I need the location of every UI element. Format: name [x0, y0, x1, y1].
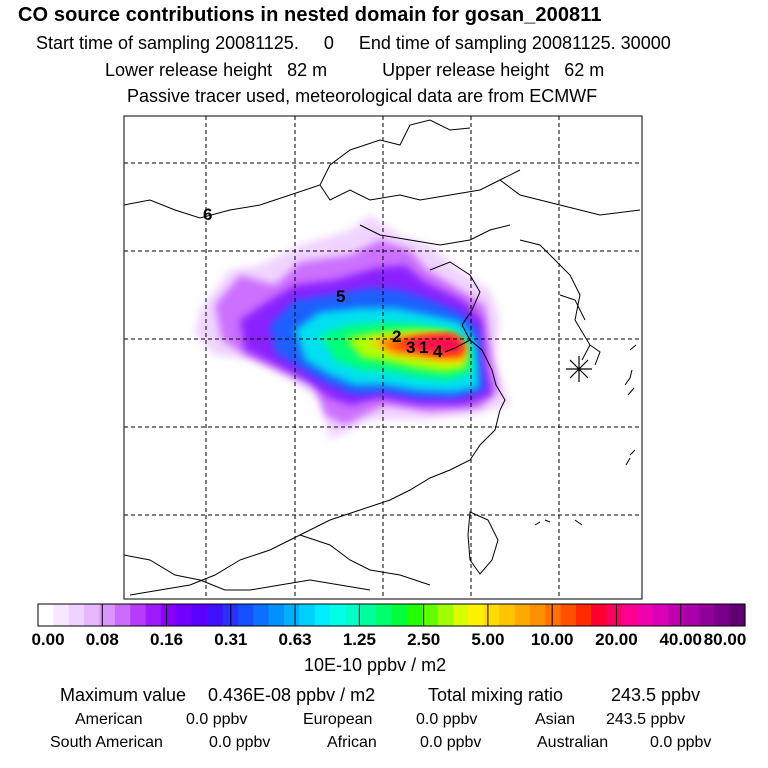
colorbar-swatch: [652, 604, 669, 626]
colorbar-label: 0.00: [31, 630, 65, 649]
colorbar-swatch: [160, 604, 177, 626]
sampling-time-line: Start time of sampling 20081125. 0 End t…: [36, 33, 671, 53]
colorbar-swatch: [514, 604, 531, 626]
colorbar-swatch: [437, 604, 454, 626]
colorbar-label: 5.00: [471, 630, 505, 649]
colorbar-swatch: [84, 604, 101, 626]
colorbar-swatch: [268, 604, 285, 626]
colorbar-swatch: [130, 604, 147, 626]
colorbar-label: 1.25: [342, 630, 376, 649]
colorbar-swatch: [683, 604, 700, 626]
colorbar-swatch: [545, 604, 562, 626]
colorbar-swatch: [452, 604, 469, 626]
australian-value: 0.0 ppbv: [650, 734, 712, 751]
colorbar-swatch: [622, 604, 639, 626]
max-value-label: Maximum value: [60, 685, 187, 705]
release-height-line: Lower release height 82 m Upper release …: [105, 60, 605, 80]
colorbar-swatch: [391, 604, 408, 626]
lat-lon-grid: [124, 116, 642, 599]
map-frame: [123, 115, 643, 600]
colorbar-swatch: [253, 604, 270, 626]
colorbar-label: 80.00: [703, 630, 747, 649]
total-mixing-value: 243.5 ppbv: [611, 685, 701, 705]
colorbar-swatch: [314, 604, 331, 626]
colorbar-label: 20.00: [595, 630, 638, 649]
colorbar-label: 0.63: [278, 630, 312, 649]
colorbar-swatch: [360, 604, 377, 626]
colorbar-swatch: [668, 604, 685, 626]
source-label-4: 4: [433, 342, 443, 361]
colorbar-swatch: [499, 604, 516, 626]
australian-label: Australian: [537, 734, 609, 751]
source-label-3: 3: [406, 338, 415, 357]
tracer-info-line: Passive tracer used, meteorological data…: [127, 86, 598, 106]
colorbar-swatch: [345, 604, 362, 626]
colorbar-swatch: [330, 604, 346, 626]
colorbar-swatch: [637, 604, 654, 626]
source-label-2: 2: [392, 327, 401, 346]
receptor-star-icon: [566, 356, 592, 382]
colorbar-swatch: [299, 604, 316, 626]
max-value: 0.436E-08 ppbv / m2: [208, 685, 376, 705]
colorbar-swatch: [422, 604, 439, 626]
colorbar-label: 40.00: [659, 630, 702, 649]
colorbar-label: 2.50: [407, 630, 441, 649]
south-american-value: 0.0 ppbv: [209, 734, 271, 751]
colorbar-swatch: [529, 604, 546, 626]
colorbar-swatch: [283, 604, 300, 626]
coastlines: [124, 119, 641, 596]
asian-label: Asian: [535, 711, 576, 728]
colorbar-swatch: [575, 604, 592, 626]
colorbar-swatch: [468, 604, 485, 626]
colorbar-swatch: [53, 604, 70, 626]
south-american-label: South American: [50, 734, 163, 751]
colorbar-swatch: [591, 604, 608, 626]
colorbar-swatch: [145, 604, 162, 626]
colorbar-swatch: [176, 604, 193, 626]
colorbar-swatch: [114, 604, 131, 626]
colorbar-label: 0.08: [85, 630, 119, 649]
colorbar-swatch: [606, 604, 623, 626]
source-label-1: 1: [419, 338, 428, 357]
colorbar-swatch: [237, 604, 254, 626]
source-label-5: 5: [336, 287, 345, 306]
asian-value: 243.5 ppbv: [606, 711, 686, 728]
colorbar-label: 0.31: [214, 630, 248, 649]
colorbar-swatch: [376, 604, 393, 626]
colorbar-label: 10.00: [530, 630, 574, 649]
colorbar-swatch: [99, 604, 116, 626]
colorbar: [37, 603, 746, 627]
colorbar-swatch: [207, 604, 224, 626]
map-area: 6 5 2 3 1 4: [124, 116, 642, 599]
colorbar-swatch: [406, 604, 423, 626]
colorbar-outline: [37, 603, 746, 627]
colorbar-unit: 10E-10 ppbv / m2: [304, 655, 447, 675]
colorbar-swatch: [698, 604, 715, 626]
colorbar-swatch: [38, 604, 54, 626]
colorbar-swatch: [714, 604, 731, 626]
total-mixing-label: Total mixing ratio: [428, 685, 564, 705]
source-label-6: 6: [203, 205, 212, 224]
american-value: 0.0 ppbv: [186, 711, 248, 728]
colorbar-swatch: [68, 604, 85, 626]
colorbar-swatch: [191, 604, 208, 626]
african-value: 0.0 ppbv: [420, 734, 482, 751]
colorbar-swatch: [729, 604, 746, 626]
colorbar-label: 0.16: [149, 630, 184, 649]
concentration-plume: [195, 215, 510, 440]
american-label: American: [75, 711, 143, 728]
colorbar-swatch: [483, 604, 500, 626]
colorbar-swatch: [560, 604, 577, 626]
european-value: 0.0 ppbv: [416, 711, 478, 728]
african-label: African: [327, 734, 377, 751]
plot-title: CO source contributions in nested domain…: [18, 4, 602, 26]
european-label: European: [303, 711, 373, 728]
